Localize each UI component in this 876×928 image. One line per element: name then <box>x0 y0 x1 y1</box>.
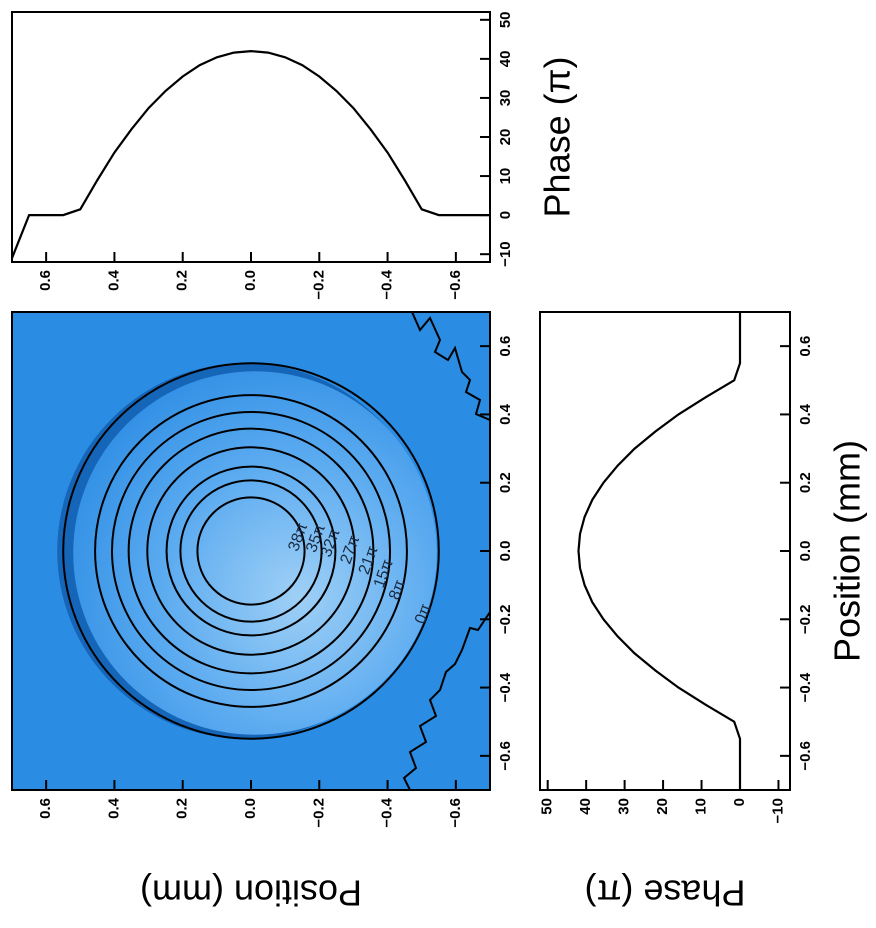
y-tick-label: 0.2 <box>797 472 814 493</box>
x-tick-label: 0.4 <box>105 269 122 291</box>
x-tick-label: −0.6 <box>447 270 464 300</box>
x-tick-label: 50 <box>539 798 556 815</box>
y-tick-label: 0.0 <box>797 541 814 562</box>
y-tick-label: −0.4 <box>497 672 514 702</box>
contour-line <box>146 446 356 656</box>
y-tick-label: 0.6 <box>497 336 514 357</box>
x-axis-label: Phase (π) <box>585 872 746 913</box>
x-tick-label: 0.2 <box>174 798 191 819</box>
contour-line <box>179 479 323 623</box>
noise-contour <box>411 312 490 421</box>
x-tick-label: 0.2 <box>174 270 191 291</box>
x-tick-label: 0.4 <box>105 797 122 819</box>
contour-label: 0π <box>412 602 435 627</box>
y-tick-label: −0.2 <box>797 604 814 634</box>
x-tick-label: −0.6 <box>447 798 464 828</box>
x-tick-label: 0 <box>731 798 748 806</box>
y-tick-label: 0.6 <box>797 336 814 357</box>
y-tick-label: 0.4 <box>497 403 514 425</box>
y-axis-label: Phase (π) <box>537 57 578 218</box>
y-tick-label: −0.2 <box>497 604 514 634</box>
y-tick-label: −0.6 <box>497 741 514 771</box>
y-tick-label: 50 <box>497 11 514 28</box>
profile-line <box>10 49 490 259</box>
x-tick-label: 10 <box>693 798 710 815</box>
y-tick-label: 0.4 <box>797 403 814 425</box>
contour-line <box>62 362 440 740</box>
y-tick-label: −0.6 <box>797 741 814 771</box>
x-tick-label: −10 <box>769 798 786 823</box>
y-tick-label: 10 <box>497 168 514 185</box>
frame <box>11 11 491 263</box>
x-tick-label: 30 <box>616 798 633 815</box>
x-tick-label: −0.4 <box>379 797 396 827</box>
x-tick-label: −0.2 <box>310 798 327 828</box>
y-tick-label: 0.0 <box>497 541 514 562</box>
y-axis-label: Position (mm) <box>827 440 868 662</box>
contour-line <box>196 496 306 606</box>
x-tick-label: 0.0 <box>242 798 259 819</box>
y-tick-label: −0.4 <box>797 672 814 702</box>
x-tick-label: 20 <box>654 798 671 815</box>
x-axis-label: Position (mm) <box>140 872 362 913</box>
x-tick-label: 0.0 <box>242 270 259 291</box>
contour-line <box>94 394 408 708</box>
x-tick-label: 0.6 <box>37 270 54 291</box>
y-tick-label: 0 <box>497 211 514 219</box>
phase-disk <box>73 371 437 735</box>
noise-contour <box>402 611 490 790</box>
profile-line <box>577 312 742 790</box>
contour-line <box>165 465 337 637</box>
contour-line <box>127 427 375 675</box>
x-tick-label: 0.6 <box>37 798 54 819</box>
x-tick-label: −0.2 <box>310 270 327 300</box>
y-tick-label: 40 <box>497 51 514 68</box>
x-tick-label: 40 <box>577 798 594 815</box>
y-tick-label: 0.2 <box>497 472 514 493</box>
y-tick-label: −10 <box>497 241 514 266</box>
y-tick-label: 20 <box>497 129 514 146</box>
contour-line <box>110 410 392 692</box>
x-tick-label: −0.4 <box>379 269 396 299</box>
y-tick-label: 30 <box>497 90 514 107</box>
contour-label: 8π <box>386 578 409 603</box>
